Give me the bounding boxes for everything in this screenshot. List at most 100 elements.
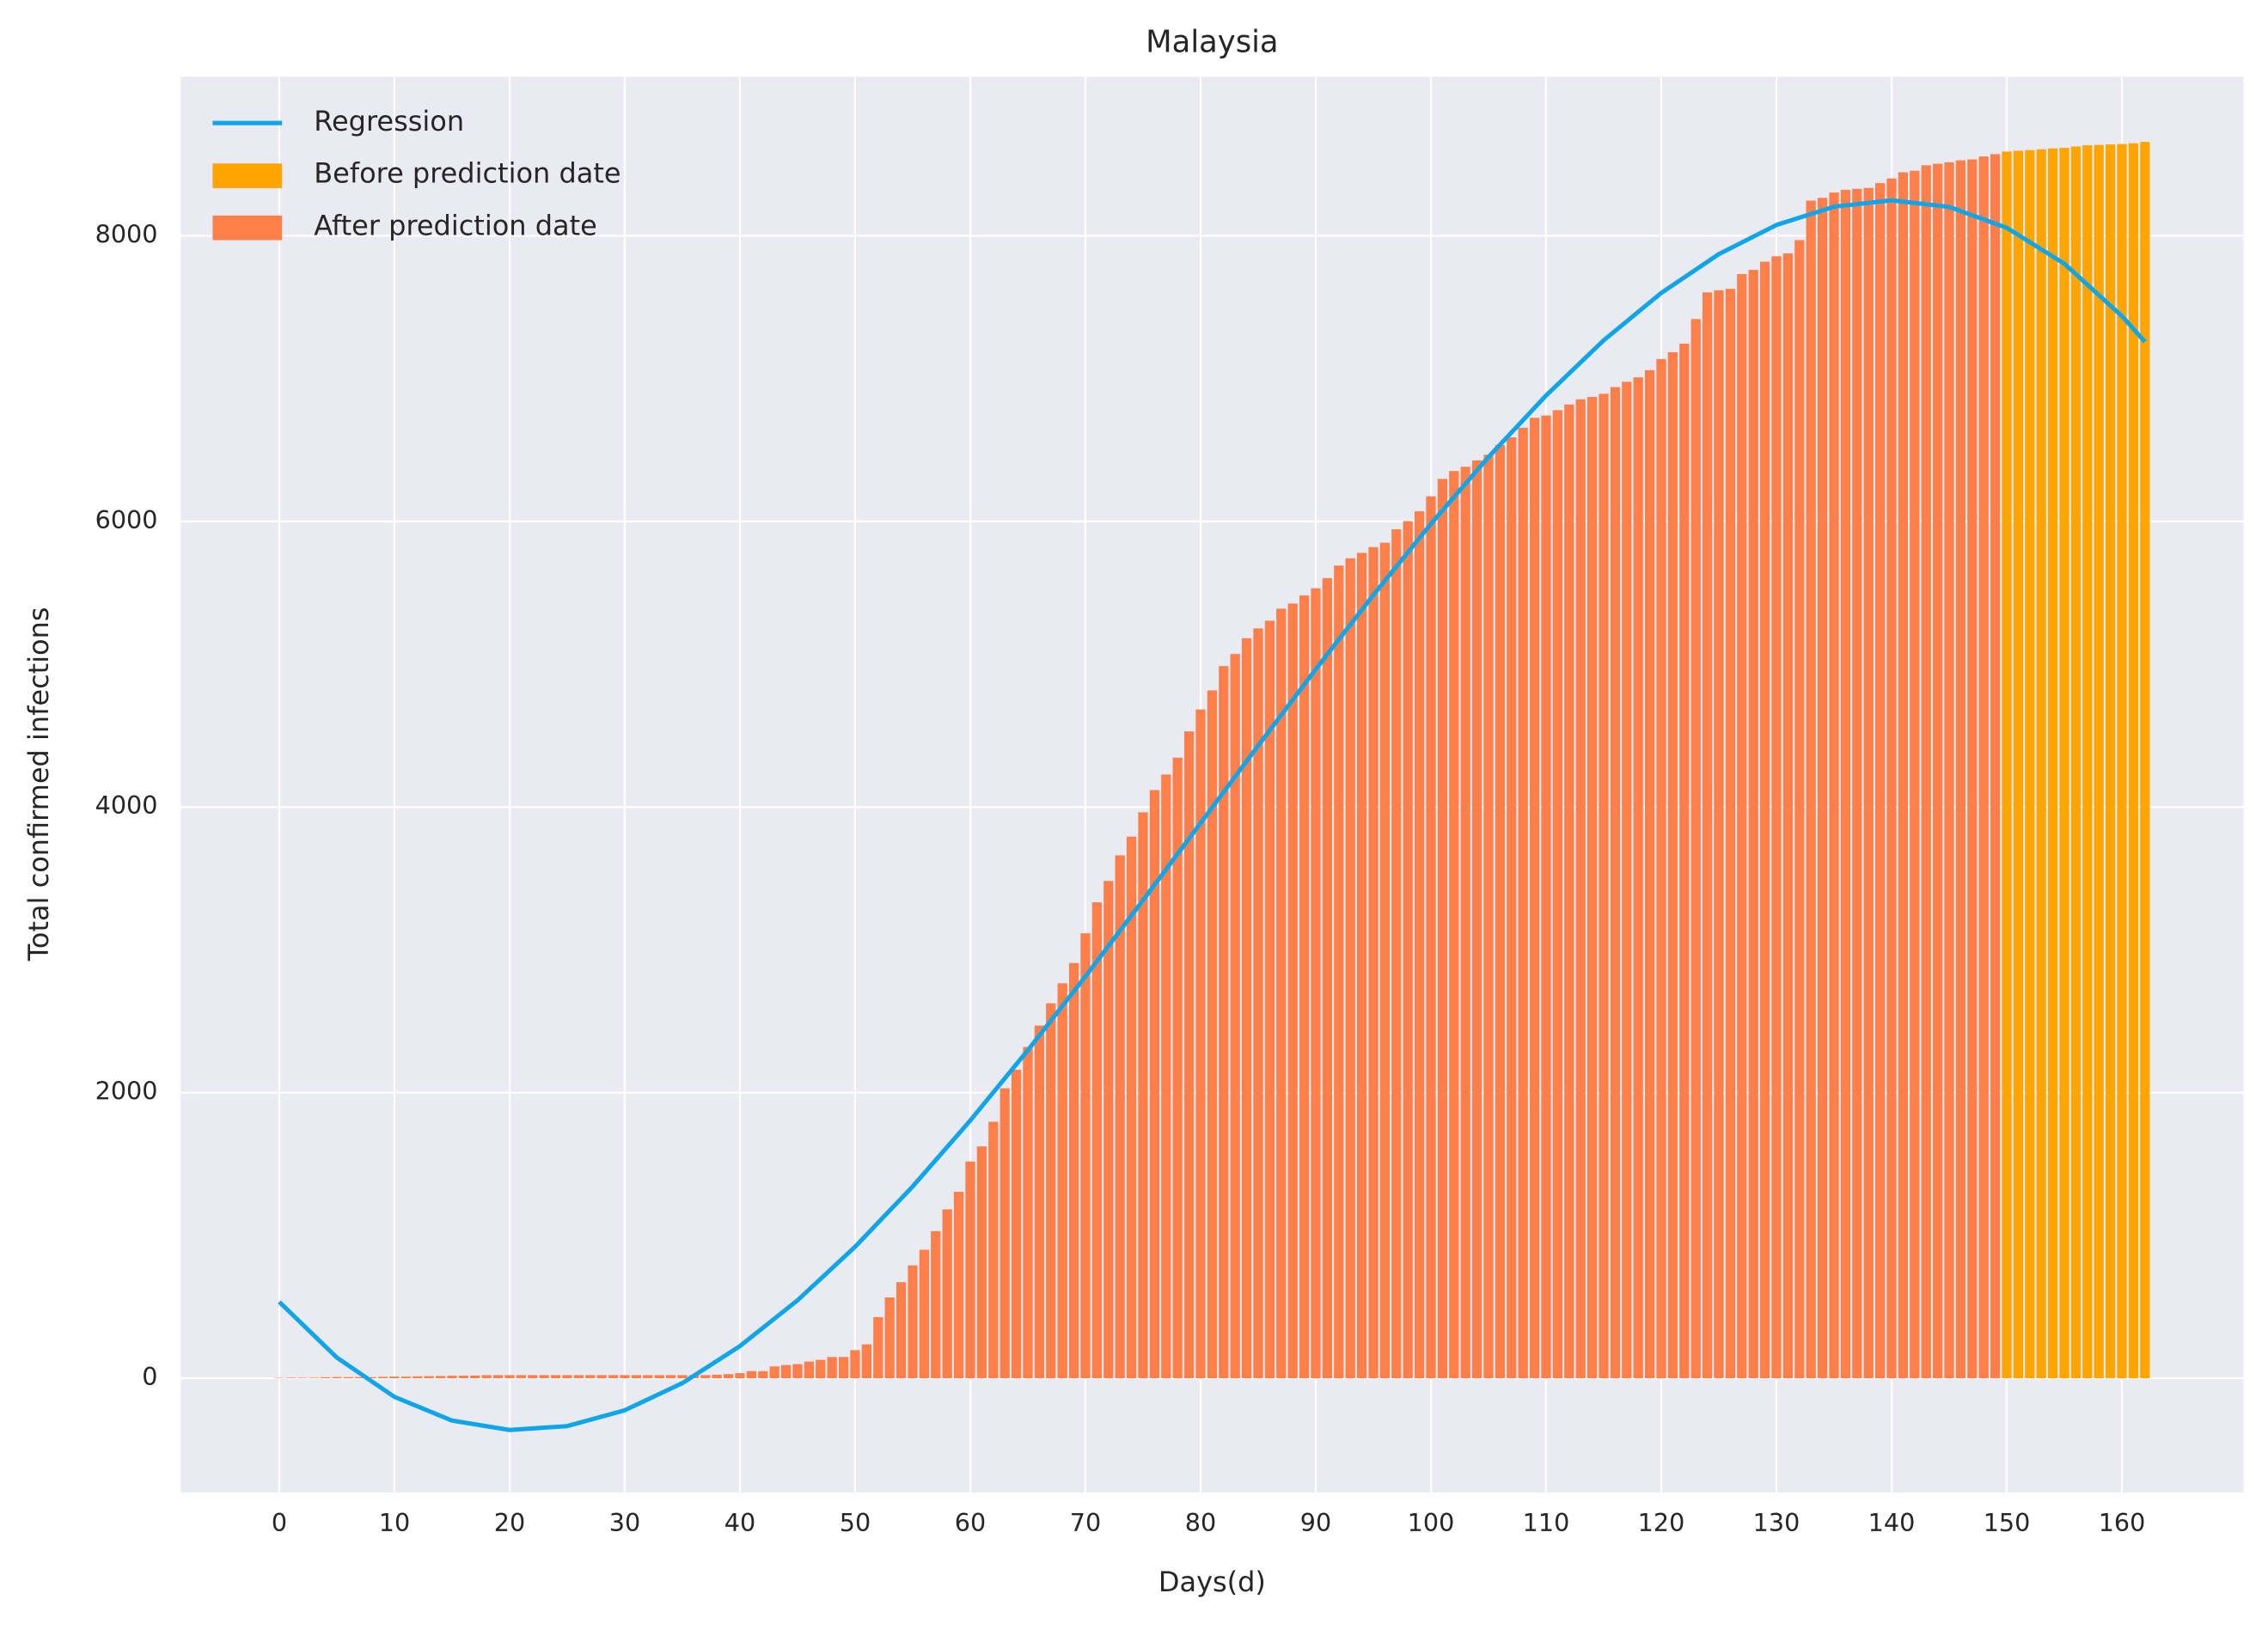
bar: [1276, 608, 1287, 1379]
bar: [1391, 528, 1402, 1379]
y-tick-label: 8000: [95, 219, 158, 248]
bars: [274, 142, 2150, 1379]
bar: [504, 1375, 515, 1379]
bar: [1622, 382, 1632, 1379]
bar: [1932, 163, 1943, 1379]
x-tick-label: 150: [1984, 1508, 2031, 1537]
x-tick-label: 10: [379, 1508, 410, 1537]
bar: [1023, 1047, 1033, 1379]
bar: [1748, 270, 1758, 1379]
bar: [654, 1375, 664, 1379]
bar: [309, 1377, 319, 1379]
bar: [1644, 369, 1655, 1379]
bar: [1990, 154, 2001, 1379]
y-tick-label: 6000: [95, 505, 158, 534]
bar: [562, 1375, 572, 1379]
bar: [919, 1249, 930, 1379]
bar: [1667, 351, 1678, 1379]
bar: [285, 1377, 296, 1379]
bar: [1046, 1003, 1056, 1379]
bar: [528, 1375, 538, 1379]
bar: [1000, 1088, 1010, 1379]
legend-label: Before prediction date: [314, 157, 620, 190]
bar: [1057, 983, 1067, 1379]
x-tick-label: 0: [272, 1508, 287, 1537]
x-tick-label: 130: [1753, 1508, 1800, 1537]
legend-swatch: [212, 163, 283, 188]
bar: [1507, 436, 1517, 1379]
bar: [1103, 881, 1114, 1379]
bar: [1633, 377, 1643, 1379]
x-tick-label: 60: [955, 1508, 986, 1537]
bar: [1379, 542, 1391, 1379]
bar: [400, 1377, 411, 1379]
bar: [1414, 511, 1425, 1379]
bar: [838, 1357, 849, 1379]
bar: [1518, 427, 1528, 1379]
bar: [1771, 256, 1782, 1379]
bar: [896, 1282, 907, 1379]
bar: [988, 1121, 999, 1379]
bar: [884, 1297, 895, 1379]
bar: [2047, 148, 2058, 1379]
bar: [1011, 1069, 1022, 1379]
bar: [1287, 603, 1298, 1379]
bar: [596, 1375, 607, 1379]
bar: [320, 1377, 331, 1379]
bar: [1829, 192, 1839, 1379]
ticks: 0 10 20 30 40 50 60 70 80 90 100 110 120 130 140 150 160…: [95, 219, 2146, 1537]
bar: [481, 1375, 492, 1379]
bar: [700, 1375, 711, 1379]
lines: [278, 198, 2147, 1432]
bar: [942, 1209, 952, 1379]
bar: [723, 1374, 734, 1379]
regression-line: [278, 198, 2147, 1432]
bar: [1529, 418, 1540, 1379]
bar: [1978, 156, 1989, 1379]
bar: [816, 1359, 826, 1379]
bar: [1714, 290, 1724, 1379]
y-axis-label: Total confirmed infections: [22, 607, 55, 962]
bar: [780, 1364, 792, 1379]
bar: [804, 1361, 814, 1379]
bar: [1091, 902, 1103, 1379]
bar: [850, 1350, 860, 1379]
legend: Regression Before prediction date After pr…: [212, 105, 621, 241]
bar: [413, 1376, 423, 1379]
bar: [1126, 836, 1137, 1379]
bar: [1207, 690, 1218, 1379]
x-tick-label: 50: [840, 1508, 871, 1537]
bar: [470, 1375, 480, 1379]
bar: [1944, 162, 1954, 1379]
bar: [1564, 404, 1574, 1379]
y-tick-label: 2000: [95, 1077, 158, 1106]
bar: [931, 1230, 941, 1379]
x-tick-label: 160: [2099, 1508, 2146, 1537]
x-tick-label: 70: [1070, 1508, 1101, 1537]
bar: [573, 1375, 584, 1379]
x-tick-label: 140: [1868, 1508, 1916, 1537]
bar: [343, 1377, 353, 1379]
x-tick-label: 80: [1185, 1508, 1216, 1537]
bar: [1921, 165, 1931, 1379]
bar: [1817, 198, 1828, 1379]
bar: [1138, 812, 1148, 1379]
bar: [1264, 620, 1275, 1379]
bar: [1863, 187, 1874, 1379]
bar: [965, 1161, 975, 1379]
bar: [1552, 410, 1563, 1379]
bar: [2082, 145, 2093, 1379]
bar: [861, 1344, 872, 1379]
y-tick-label: 4000: [95, 791, 158, 820]
bar: [1334, 565, 1344, 1379]
bar: [1460, 467, 1470, 1379]
bar: [1806, 200, 1816, 1379]
bar: [1253, 628, 1263, 1379]
bar: [458, 1376, 468, 1379]
bar: [424, 1376, 434, 1379]
bar: [1852, 188, 1862, 1379]
bar: [332, 1377, 342, 1379]
bar: [1794, 240, 1805, 1379]
bar: [620, 1375, 630, 1379]
bar: [1115, 855, 1125, 1379]
